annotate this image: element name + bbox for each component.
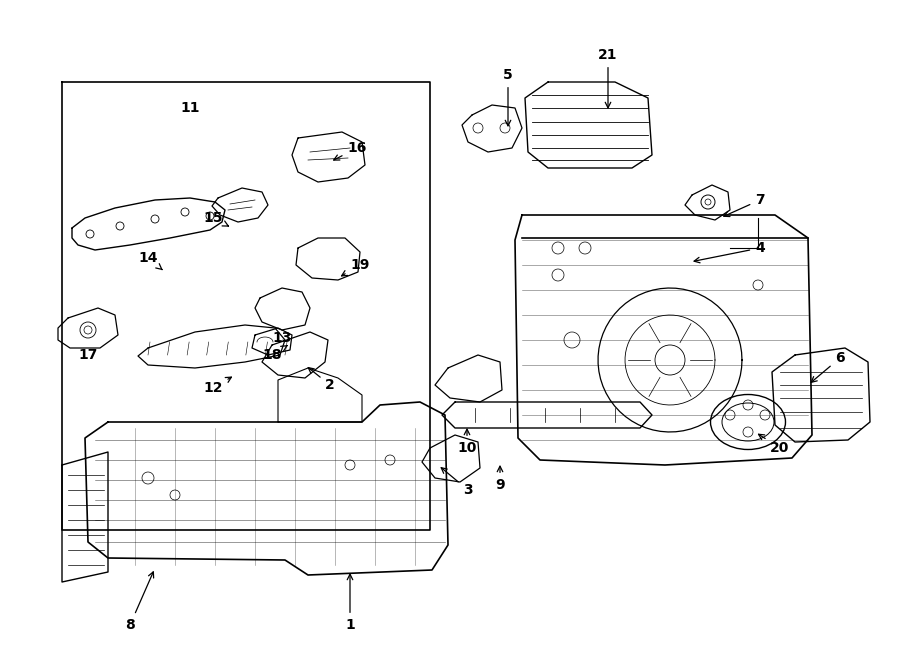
Text: 11: 11 — [180, 101, 200, 115]
Text: 15: 15 — [203, 211, 229, 226]
Text: 6: 6 — [811, 351, 845, 382]
Text: 20: 20 — [759, 434, 789, 455]
Text: 3: 3 — [441, 468, 472, 497]
Text: 9: 9 — [495, 466, 505, 492]
Text: 4: 4 — [694, 241, 765, 263]
Text: 8: 8 — [125, 572, 154, 632]
Text: 17: 17 — [78, 348, 98, 362]
Text: 16: 16 — [334, 141, 366, 160]
Text: 7: 7 — [724, 193, 765, 217]
Text: 14: 14 — [139, 251, 162, 270]
Text: 5: 5 — [503, 68, 513, 126]
Text: 10: 10 — [457, 429, 477, 455]
Text: 2: 2 — [309, 368, 335, 392]
Text: 1: 1 — [345, 574, 355, 632]
Text: 21: 21 — [598, 48, 617, 108]
Text: 19: 19 — [342, 258, 370, 276]
Text: 13: 13 — [273, 331, 292, 345]
Text: 12: 12 — [203, 377, 231, 395]
Text: 18: 18 — [262, 346, 287, 362]
